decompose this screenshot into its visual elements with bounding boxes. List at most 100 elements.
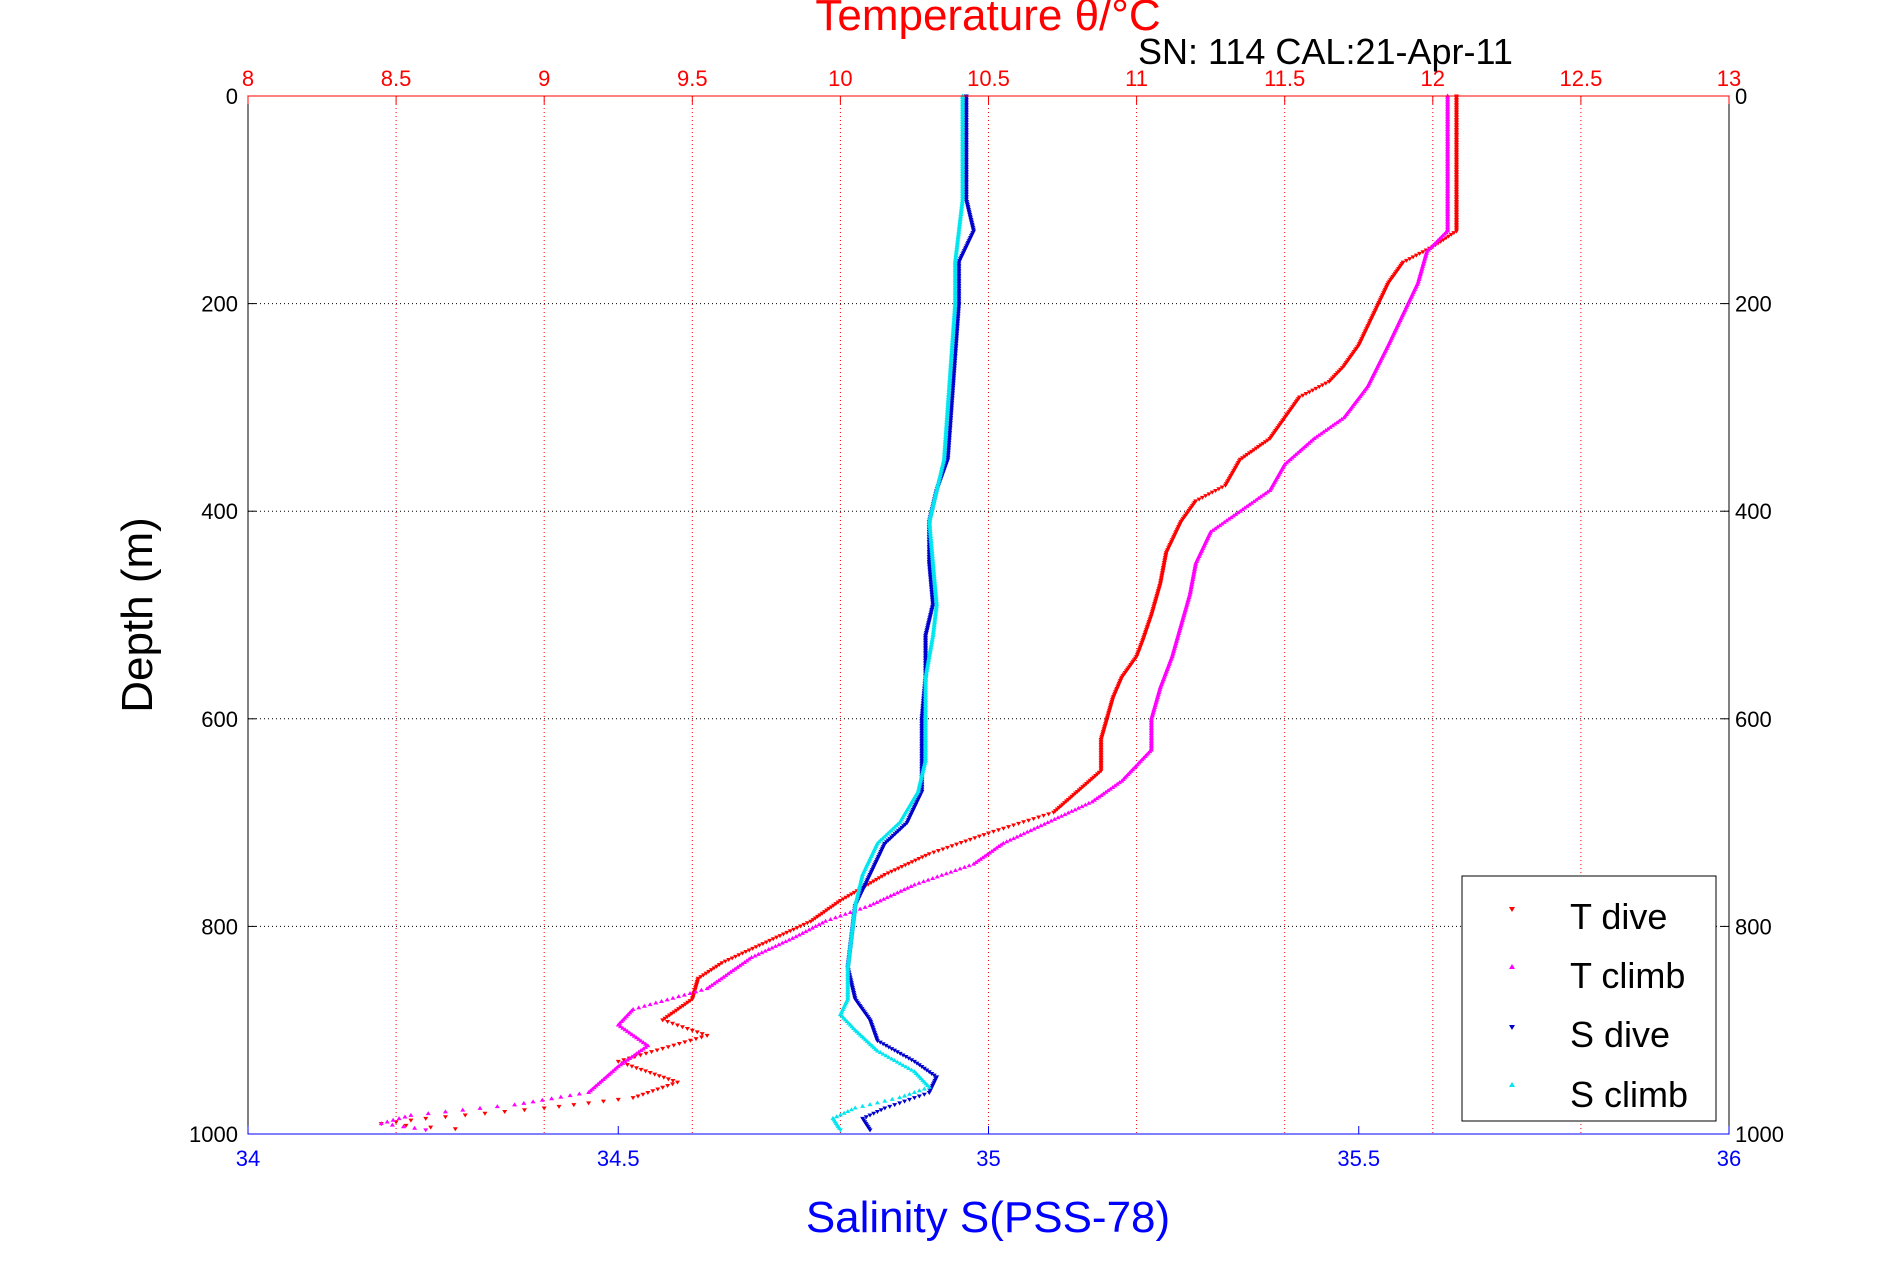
data-point-t-dive <box>722 959 728 964</box>
data-point-t-dive <box>733 954 739 959</box>
data-point-t-dive <box>923 853 929 858</box>
data-point-s-climb <box>919 770 925 775</box>
data-point-s-climb <box>938 469 944 474</box>
data-point-t-dive <box>1196 497 1202 502</box>
data-point-t-climb <box>894 890 900 895</box>
data-point-t-dive <box>633 1066 639 1071</box>
data-point-s-climb <box>920 769 926 774</box>
data-point-t-climb <box>930 875 936 880</box>
data-point-t-climb <box>645 1043 651 1048</box>
data-point-t-dive <box>835 900 841 905</box>
data-point-s-dive <box>867 1128 873 1133</box>
data-point-t-climb <box>1210 527 1216 532</box>
data-point-s-dive <box>883 1043 889 1048</box>
data-point-t-dive <box>541 1106 547 1111</box>
data-point-s-climb <box>928 646 934 651</box>
data-point-t-climb <box>957 866 963 871</box>
data-point-t-dive <box>1265 438 1271 443</box>
data-point-t-climb <box>1193 562 1199 567</box>
data-point-t-climb <box>706 984 712 989</box>
data-point-t-dive <box>1006 825 1012 830</box>
data-point-s-climb <box>837 1128 843 1133</box>
data-point-s-climb <box>938 471 944 476</box>
data-point-t-dive <box>828 905 834 910</box>
data-point-s-climb <box>940 463 946 468</box>
salinity-tick-label: 34 <box>236 1146 260 1171</box>
data-point-t-climb <box>746 956 752 961</box>
data-point-t-dive <box>1041 813 1047 818</box>
data-point-s-climb <box>874 1048 880 1053</box>
data-point-t-dive <box>694 1030 700 1035</box>
data-point-s-dive <box>867 1113 873 1118</box>
data-point-t-dive <box>699 1032 705 1037</box>
data-point-t-dive <box>556 1104 562 1109</box>
data-point-t-dive <box>600 1099 606 1104</box>
data-point-t-dive <box>958 841 964 846</box>
data-point-t-dive <box>1036 815 1042 820</box>
data-point-t-dive <box>428 1125 434 1130</box>
data-point-t-dive <box>1213 488 1219 493</box>
data-point-s-climb <box>834 1114 840 1119</box>
data-point-s-climb <box>932 492 938 497</box>
legend-box <box>1461 875 1717 1122</box>
data-point-t-dive <box>679 1025 685 1030</box>
data-point-t-dive <box>821 910 827 915</box>
data-point-t-dive <box>667 1013 673 1018</box>
data-point-s-climb <box>928 510 934 515</box>
data-point-t-dive <box>1011 823 1017 828</box>
data-point-s-dive <box>911 1096 917 1101</box>
data-point-t-dive <box>1300 393 1306 398</box>
x-axis-title-salinity: Salinity S(PSS-78) <box>806 1193 1170 1242</box>
data-point-t-dive <box>670 1021 676 1026</box>
data-point-t-dive <box>798 924 804 929</box>
data-point-t-dive <box>817 913 823 918</box>
data-point-s-climb <box>921 766 927 771</box>
data-point-t-dive <box>650 1089 656 1094</box>
temperature-tick-label: 10.5 <box>967 66 1010 91</box>
data-point-t-climb <box>698 987 704 992</box>
data-point-t-dive <box>1440 238 1446 243</box>
data-point-s-climb <box>922 761 928 766</box>
legend-marker-s-dive <box>1509 1025 1515 1030</box>
data-point-t-climb <box>1041 821 1047 826</box>
data-point-t-dive <box>826 906 832 911</box>
data-point-t-climb <box>549 1096 555 1101</box>
data-point-t-dive <box>1219 485 1225 490</box>
data-point-t-climb <box>1325 426 1331 431</box>
data-point-s-climb <box>926 654 932 659</box>
data-point-t-dive <box>739 951 745 956</box>
data-point-t-dive <box>669 1011 675 1016</box>
data-point-s-dive <box>914 1061 920 1066</box>
data-point-t-climb <box>744 958 750 963</box>
grid <box>248 96 1729 1134</box>
series-t-climb <box>378 93 1451 1133</box>
data-point-t-dive <box>837 898 843 903</box>
data-point-t-climb <box>1105 788 1111 793</box>
data-point-t-dive <box>703 971 709 976</box>
data-point-s-dive <box>911 1059 917 1064</box>
data-point-s-dive <box>871 1111 877 1116</box>
data-point-s-dive <box>916 1063 922 1068</box>
data-point-t-dive <box>812 916 818 921</box>
data-point-t-dive <box>919 855 925 860</box>
data-point-t-climb <box>742 959 748 964</box>
data-point-t-climb <box>1188 586 1194 591</box>
data-point-t-climb <box>640 1046 646 1051</box>
data-point-t-dive <box>502 1110 508 1115</box>
data-point-t-dive <box>1407 257 1413 262</box>
data-point-s-climb <box>859 875 865 880</box>
data-point-s-climb <box>916 785 922 790</box>
data-point-t-dive <box>645 1090 651 1095</box>
data-point-s-dive <box>900 1053 906 1058</box>
data-point-t-climb <box>539 1097 545 1102</box>
data-point-s-climb <box>928 644 934 649</box>
data-point-t-dive <box>1021 820 1027 825</box>
data-point-t-climb <box>1101 791 1107 796</box>
data-point-t-dive <box>1451 231 1457 236</box>
data-point-t-climb <box>640 1040 646 1045</box>
data-point-t-climb <box>442 1109 448 1114</box>
data-point-t-climb <box>996 844 1002 849</box>
data-point-t-climb <box>874 899 880 904</box>
